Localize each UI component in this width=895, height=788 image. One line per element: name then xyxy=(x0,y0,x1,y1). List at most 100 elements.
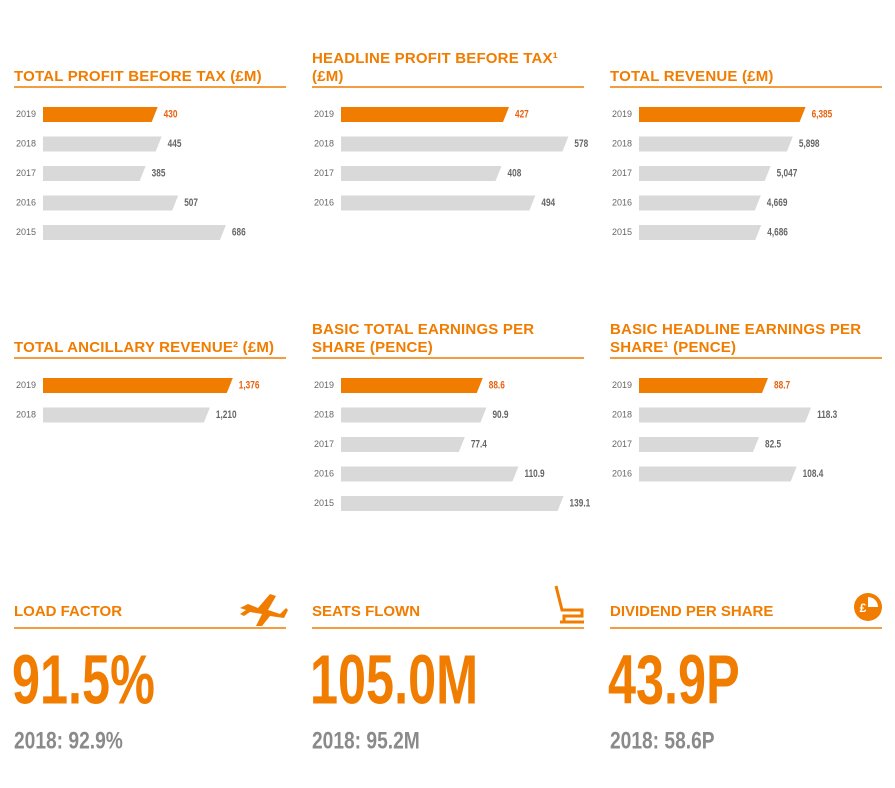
value-label: 90.9 xyxy=(492,409,509,421)
bar xyxy=(341,466,519,482)
value-label: 108.4 xyxy=(803,468,824,480)
chart-title: TOTAL ANCILLARY REVENUE² (£M) xyxy=(14,311,276,357)
value-label: 6,385 xyxy=(812,108,833,120)
value-label: 118.3 xyxy=(817,409,838,421)
category-label: 2019 xyxy=(314,109,334,119)
bar xyxy=(341,166,502,181)
value-label: 494 xyxy=(541,197,555,209)
category-label: 2015 xyxy=(612,227,632,237)
category-label: 2019 xyxy=(314,380,334,390)
value-label: 385 xyxy=(152,167,166,179)
bar xyxy=(639,107,806,122)
kpi-value: 91.5% xyxy=(12,640,155,718)
chart-title-text: HEADLINE PROFIT BEFORE TAX¹ (£M) xyxy=(312,50,558,85)
bar xyxy=(341,195,536,211)
chart-title: TOTAL PROFIT BEFORE TAX (£M) xyxy=(14,40,276,86)
bar xyxy=(341,437,465,452)
chart-title: BASIC HEADLINE EARNINGS PER SHARE¹ (PENC… xyxy=(610,311,872,357)
bar xyxy=(341,107,509,122)
value-label: 4,686 xyxy=(767,226,788,238)
category-label: 2019 xyxy=(612,380,632,390)
seat-icon xyxy=(554,585,584,624)
category-label: 2017 xyxy=(314,439,334,449)
value-label: 408 xyxy=(508,167,522,179)
chart-title: HEADLINE PROFIT BEFORE TAX¹ (£M) xyxy=(312,40,574,86)
value-label: 110.9 xyxy=(524,468,545,480)
value-label: 4,669 xyxy=(767,197,788,209)
bar xyxy=(639,195,761,211)
kpi-comparison: 2018: 92.9% xyxy=(14,726,123,754)
category-label: 2015 xyxy=(16,227,36,237)
value-label: 430 xyxy=(164,108,178,120)
bar xyxy=(43,225,226,240)
value-label: 77.4 xyxy=(471,438,488,450)
svg-text:£: £ xyxy=(860,601,867,615)
bar xyxy=(639,136,793,152)
value-label: 88.7 xyxy=(774,379,790,391)
plane-icon xyxy=(240,594,288,626)
category-label: 2016 xyxy=(16,197,36,207)
chart-title-text: TOTAL ANCILLARY REVENUE² (£M) xyxy=(14,339,275,356)
bar xyxy=(639,466,797,482)
category-label: 2019 xyxy=(612,109,632,119)
bar xyxy=(43,378,233,393)
category-label: 2019 xyxy=(16,109,36,119)
category-label: 2018 xyxy=(612,409,632,419)
bar xyxy=(43,166,146,181)
category-label: 2018 xyxy=(16,409,36,419)
bar xyxy=(43,107,158,122)
category-label: 2015 xyxy=(314,498,334,508)
value-label: 139.1 xyxy=(570,497,591,509)
value-label: 82.5 xyxy=(765,438,782,450)
value-label: 445 xyxy=(168,138,182,150)
category-label: 2017 xyxy=(612,439,632,449)
bar xyxy=(341,136,569,152)
value-label: 1,376 xyxy=(239,379,260,391)
bar xyxy=(639,225,762,240)
value-label: 5,898 xyxy=(799,138,820,150)
bar xyxy=(43,195,179,211)
category-label: 2017 xyxy=(612,168,632,178)
bar xyxy=(43,407,210,423)
chart-title: BASIC TOTAL EARNINGS PER SHARE (PENCE) xyxy=(312,311,574,357)
category-label: 2017 xyxy=(314,168,334,178)
kpi-comparison: 2018: 95.2M xyxy=(312,726,420,754)
value-label: 507 xyxy=(184,197,198,209)
category-label: 2018 xyxy=(314,138,334,148)
chart-title-text: BASIC HEADLINE EARNINGS PER SHARE¹ (PENC… xyxy=(610,321,862,356)
kpi-value: 105.0M xyxy=(310,640,478,718)
bar xyxy=(639,437,759,452)
category-label: 2016 xyxy=(314,468,334,478)
bar xyxy=(639,407,812,423)
category-label: 2018 xyxy=(314,409,334,419)
category-label: 2017 xyxy=(16,168,36,178)
bar xyxy=(639,166,771,181)
bar xyxy=(341,407,487,423)
kpi-title: LOAD FACTOR xyxy=(14,603,122,620)
value-label: 88.6 xyxy=(489,379,506,391)
dividend-icon: £ xyxy=(854,593,882,621)
value-label: 427 xyxy=(515,108,529,120)
bar xyxy=(341,496,564,511)
kpi-comparison: 2018: 58.6P xyxy=(610,726,715,754)
chart-title: TOTAL REVENUE (£M) xyxy=(610,40,872,86)
kpi-title: SEATS FLOWN xyxy=(312,603,420,620)
value-label: 1,210 xyxy=(216,409,237,421)
value-label: 686 xyxy=(232,226,246,238)
value-label: 5,047 xyxy=(777,167,798,179)
bar xyxy=(341,378,483,393)
value-label: 578 xyxy=(574,138,588,150)
category-label: 2018 xyxy=(612,138,632,148)
category-label: 2016 xyxy=(612,197,632,207)
category-label: 2016 xyxy=(314,197,334,207)
chart-title-text: BASIC TOTAL EARNINGS PER SHARE (PENCE) xyxy=(312,321,535,356)
kpi-value: 43.9P xyxy=(608,640,740,718)
category-label: 2019 xyxy=(16,380,36,390)
kpi-title: DIVIDEND PER SHARE xyxy=(610,603,773,620)
chart-title-text: TOTAL PROFIT BEFORE TAX (£M) xyxy=(14,68,262,85)
category-label: 2016 xyxy=(612,468,632,478)
category-label: 2018 xyxy=(16,138,36,148)
bar xyxy=(43,136,162,152)
